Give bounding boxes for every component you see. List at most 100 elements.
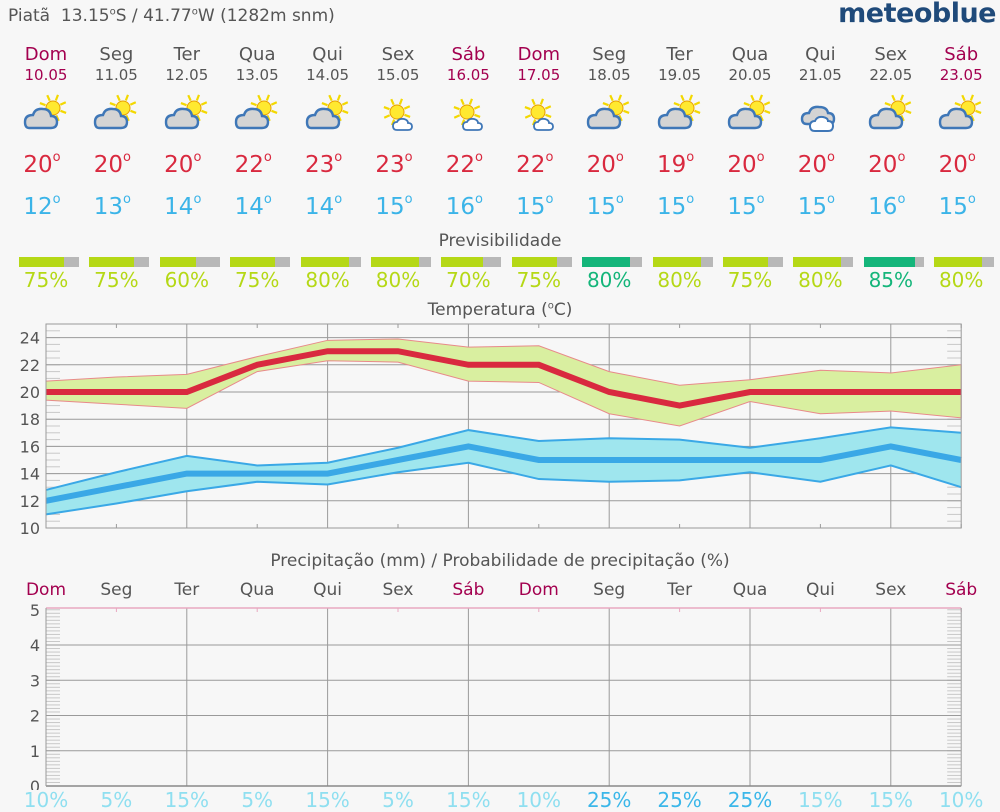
svg-text:24: 24	[20, 329, 40, 348]
day-date: 19.05	[658, 66, 702, 84]
location-name: Piatã	[8, 6, 51, 26]
day-date: 20.05	[728, 66, 772, 84]
precip-probability: 10%	[516, 788, 562, 812]
sunny-small-cloud-icon	[445, 92, 491, 136]
day-date: 22.05	[869, 66, 913, 84]
precip-day-name: Dom	[518, 580, 559, 600]
day-name: Sex	[381, 44, 415, 65]
predictability-bar	[511, 257, 572, 267]
svg-text:1: 1	[30, 742, 40, 761]
predictability-bar	[582, 257, 643, 267]
min-temperature: 12o	[23, 192, 61, 220]
meteoblue-logo[interactable]: meteoblue	[838, 0, 996, 29]
predictability-bar	[230, 257, 291, 267]
day-date: 21.05	[798, 66, 842, 84]
min-temperature: 15o	[938, 192, 976, 220]
predictability-bar	[89, 257, 150, 267]
predictability-title: Previsibilidade	[438, 231, 562, 251]
precip-probability: 5%	[241, 788, 274, 812]
svg-text:3: 3	[30, 671, 40, 690]
min-temperature: 16o	[868, 192, 906, 220]
max-temperature: 23o	[304, 150, 343, 178]
predictability-value: 75%	[234, 268, 280, 292]
precip-day-name: Seg	[100, 580, 133, 600]
svg-text:18: 18	[20, 410, 40, 429]
sun-cloud-icon	[93, 92, 139, 136]
min-temperature: 16o	[445, 192, 484, 220]
predictability-value: 80%	[305, 268, 350, 292]
day-name: Sáb	[944, 44, 979, 65]
precip-day-name: Ter	[174, 580, 200, 600]
predictability-bar	[863, 257, 924, 267]
predictability-value: 80%	[657, 268, 702, 292]
min-temperature: 15o	[586, 192, 624, 220]
predictability-value: 70%	[446, 268, 491, 292]
day-name: Seg	[592, 44, 627, 65]
sun-cloud-icon	[23, 92, 69, 136]
svg-text:22: 22	[20, 356, 40, 375]
svg-text:2: 2	[30, 707, 40, 726]
precip-day-name: Sex	[382, 580, 414, 600]
precip-day-name: Dom	[25, 580, 67, 600]
day-name: Qui	[805, 44, 836, 65]
day-name: Ter	[666, 44, 693, 65]
min-temperature: 15o	[797, 192, 836, 220]
predictability-bar	[652, 257, 713, 267]
sun-cloud-icon	[305, 92, 351, 136]
max-temperature: 20o	[23, 150, 61, 178]
day-name: Ter	[173, 44, 200, 65]
elevation: (1282m snm)	[220, 6, 335, 26]
predictability-bar	[723, 257, 783, 267]
max-temperature: 22o	[234, 150, 272, 178]
precip-probability: 25%	[586, 788, 632, 812]
sunny-small-cloud-icon	[375, 92, 421, 136]
max-temperature: 20o	[586, 150, 624, 178]
min-temperature: 15o	[727, 192, 765, 220]
day-name: Seg	[99, 44, 134, 65]
svg-text:12: 12	[20, 492, 40, 511]
precip-day-name: Qui	[313, 580, 343, 600]
sunny-small-cloud-icon	[516, 92, 562, 136]
predictability-bar	[19, 257, 79, 267]
predictability-bar	[441, 257, 502, 267]
precip-day-name: Sáb	[945, 580, 978, 600]
precip-probability: 10%	[23, 788, 69, 812]
day-date: 11.05	[94, 66, 138, 84]
predictability-value: 80%	[938, 268, 984, 292]
day-name: Qua	[731, 44, 769, 65]
precip-probability: 15%	[164, 788, 210, 812]
precip-day-name: Ter	[667, 580, 693, 600]
max-temperature: 20o	[868, 150, 906, 178]
day-name: Sex	[874, 44, 908, 65]
svg-text:16: 16	[20, 437, 40, 456]
svg-text:4: 4	[30, 636, 40, 655]
precip-probability: 15%	[868, 788, 914, 812]
svg-text:10: 10	[20, 519, 40, 538]
day-name: Dom	[24, 44, 68, 65]
predictability-bar	[371, 257, 431, 267]
predictability-bar	[793, 257, 854, 267]
precip-probability: 15%	[305, 788, 350, 812]
predictability-value: 75%	[23, 268, 69, 292]
svg-text:14: 14	[20, 465, 40, 484]
min-temperature: 15o	[656, 192, 695, 220]
coordinates: 13.15oS / 41.77oW (1282m snm)	[60, 6, 335, 26]
precip-day-name: Qua	[239, 580, 275, 600]
precip-day-name: Seg	[593, 580, 626, 600]
max-temperature: 23o	[375, 150, 413, 178]
overcast-icon	[797, 92, 843, 136]
max-temperature: 19o	[656, 150, 695, 178]
precip-probability: 5%	[100, 788, 133, 812]
day-name: Dom	[517, 44, 560, 65]
day-name: Sáb	[451, 44, 486, 65]
day-date: 10.05	[24, 66, 68, 84]
max-temperature: 22o	[516, 150, 554, 178]
sun-cloud-icon	[727, 92, 773, 136]
day-date: 23.05	[939, 66, 983, 84]
day-date: 17.05	[517, 66, 561, 84]
max-temperature: 22o	[445, 150, 484, 178]
precip-day-name: Sáb	[452, 580, 485, 600]
day-name: Qui	[312, 44, 343, 65]
sun-cloud-icon	[234, 92, 280, 136]
precipitation-chart: 0 1 2 3 4 5	[30, 601, 962, 790]
